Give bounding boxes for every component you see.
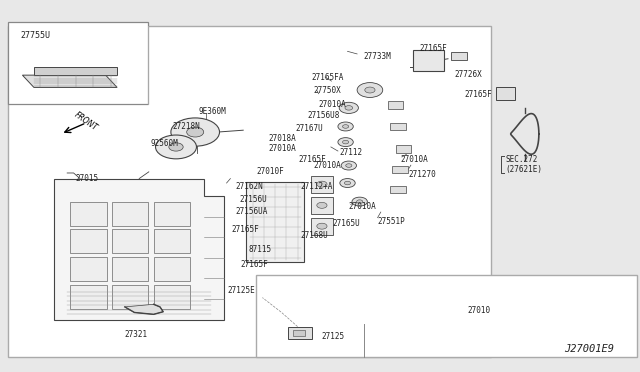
Text: 27165F: 27165F (232, 225, 259, 234)
Polygon shape (34, 67, 117, 75)
Text: 27551P: 27551P (378, 217, 405, 226)
Text: 27733M: 27733M (364, 52, 391, 61)
Circle shape (339, 102, 358, 113)
Bar (293, 330, 305, 336)
Text: 27156U8: 27156U8 (307, 111, 340, 120)
Text: 27165F: 27165F (464, 90, 492, 99)
Polygon shape (54, 179, 224, 320)
Circle shape (342, 140, 349, 144)
Circle shape (346, 164, 352, 167)
Text: (27621E): (27621E) (506, 165, 543, 174)
Circle shape (169, 143, 183, 151)
Bar (396, 145, 411, 153)
Text: 27726X: 27726X (454, 70, 482, 79)
Text: 27125: 27125 (321, 332, 344, 341)
Polygon shape (22, 75, 117, 87)
Text: 27125E: 27125E (227, 286, 255, 295)
Bar (392, 166, 408, 173)
Text: 27010A: 27010A (314, 161, 341, 170)
Text: 27112: 27112 (339, 148, 362, 157)
Bar (388, 101, 403, 109)
Text: 27218N: 27218N (173, 122, 200, 131)
Circle shape (342, 125, 349, 128)
Bar (8, 26, 491, 357)
Text: 27165FA: 27165FA (312, 73, 344, 82)
Text: 27010: 27010 (467, 306, 490, 315)
Bar (311, 197, 333, 214)
Text: 27755U: 27755U (20, 31, 51, 40)
Bar (112, 202, 148, 226)
Bar (451, 52, 467, 60)
Text: 27010F: 27010F (256, 167, 284, 176)
Text: 271270: 271270 (408, 170, 436, 179)
Circle shape (338, 138, 353, 147)
Circle shape (356, 200, 363, 203)
Bar (256, 275, 637, 357)
Circle shape (317, 202, 327, 208)
Text: 27112+A: 27112+A (301, 182, 333, 191)
Circle shape (187, 127, 204, 137)
Text: 27018A: 27018A (269, 134, 296, 143)
Text: 27010A: 27010A (269, 144, 296, 153)
Circle shape (317, 181, 327, 187)
Circle shape (344, 181, 351, 185)
Text: 27165F: 27165F (240, 260, 268, 269)
Text: 27165F: 27165F (419, 44, 447, 53)
Text: 27015: 27015 (76, 174, 99, 183)
Circle shape (365, 87, 375, 93)
Bar (154, 285, 190, 309)
Circle shape (345, 106, 353, 110)
Text: 27010A: 27010A (400, 155, 428, 164)
Circle shape (156, 135, 196, 159)
Text: 87115: 87115 (248, 245, 271, 254)
Circle shape (352, 197, 367, 206)
Text: 27750X: 27750X (314, 86, 341, 95)
Bar (154, 229, 190, 253)
Bar (390, 123, 406, 130)
Text: 27168U: 27168U (301, 231, 328, 240)
Text: 27165U: 27165U (333, 219, 360, 228)
Bar (112, 229, 148, 253)
Bar (154, 202, 190, 226)
Text: 27321: 27321 (125, 330, 148, 339)
Bar (70, 229, 107, 253)
Bar (311, 176, 333, 193)
Bar (112, 285, 148, 309)
Polygon shape (125, 304, 163, 314)
Bar (8, 22, 148, 104)
Bar (390, 186, 406, 193)
Text: SEC.272: SEC.272 (506, 155, 538, 164)
Text: 27010A: 27010A (349, 202, 376, 211)
Bar (70, 285, 107, 309)
Circle shape (338, 122, 353, 131)
Bar (413, 50, 444, 71)
Text: 9E360M: 9E360M (198, 107, 226, 116)
Bar (246, 182, 304, 262)
Bar (311, 218, 333, 235)
Text: 27167U: 27167U (296, 124, 323, 133)
Text: 27156UA: 27156UA (236, 207, 268, 216)
Circle shape (340, 179, 355, 187)
Text: 92560M: 92560M (150, 139, 178, 148)
Circle shape (357, 83, 383, 97)
Circle shape (171, 118, 220, 146)
Bar (496, 87, 515, 100)
Bar (112, 257, 148, 281)
Bar (70, 202, 107, 226)
Text: 27162N: 27162N (236, 182, 263, 191)
Circle shape (317, 223, 327, 229)
Bar (288, 327, 312, 339)
Bar (154, 257, 190, 281)
Text: 27156U: 27156U (239, 195, 267, 203)
Text: J27001E9: J27001E9 (564, 343, 614, 353)
Text: 27165F: 27165F (299, 155, 326, 164)
Text: 27010A: 27010A (319, 100, 346, 109)
Circle shape (341, 161, 356, 170)
Text: FRONT: FRONT (72, 110, 99, 133)
Bar (70, 257, 107, 281)
